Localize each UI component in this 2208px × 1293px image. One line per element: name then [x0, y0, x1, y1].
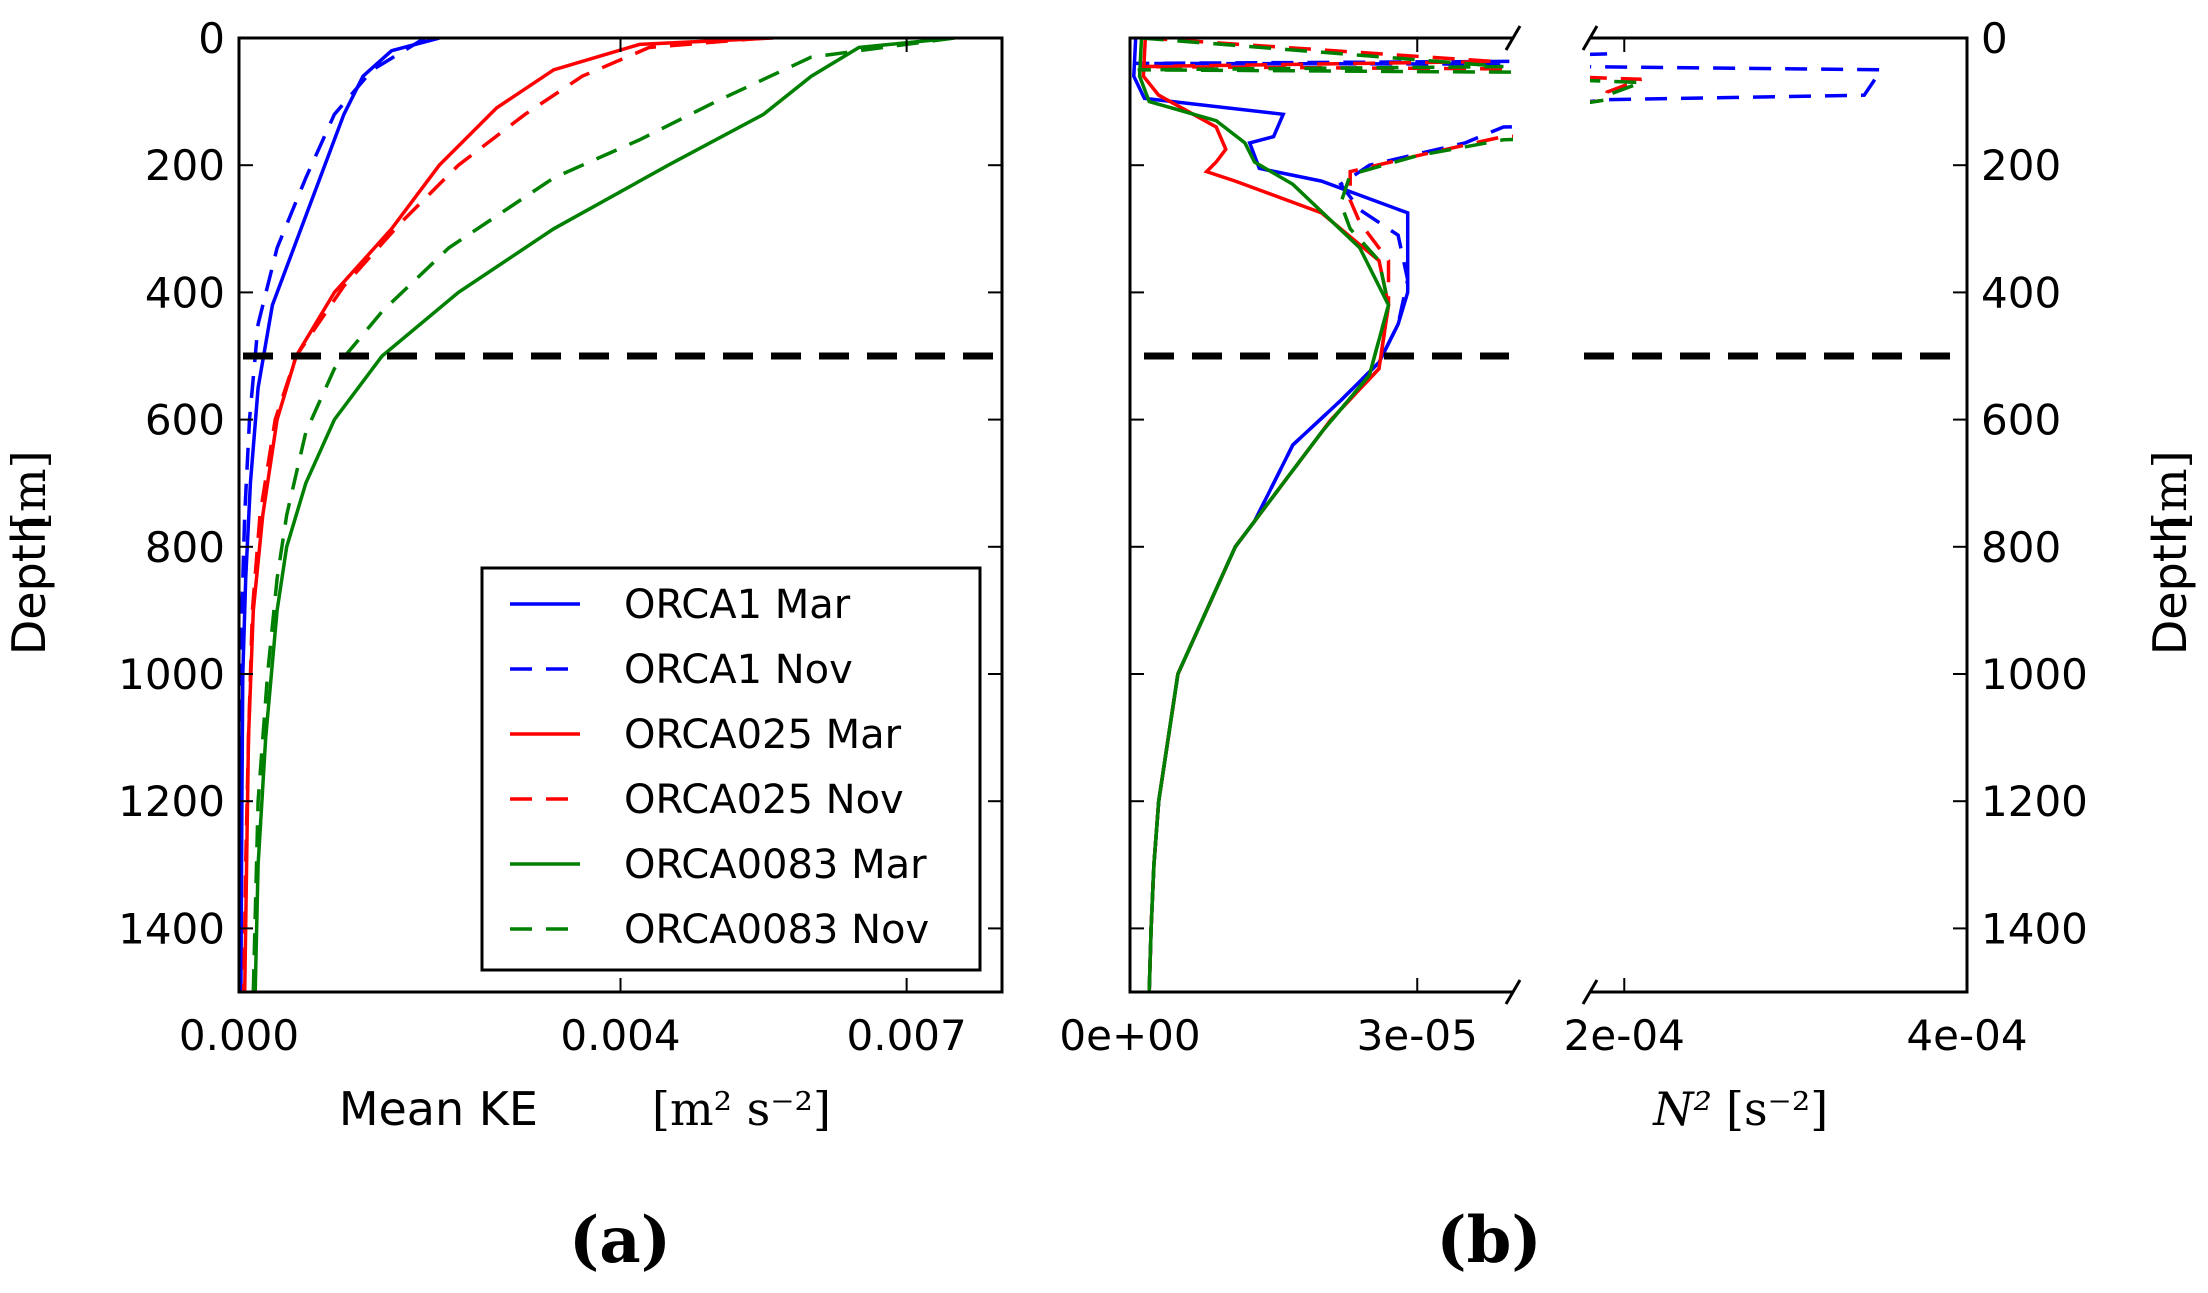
panel-b-ytick-label: 800 [1981, 523, 2061, 572]
panel-a-ylabel-unit: [m] [2, 450, 56, 530]
panel-b-ytick-label: 1400 [1981, 904, 2088, 953]
break-mark-bottom-right [1581, 979, 1599, 1005]
panel-a-legend: ORCA1 Mar ORCA1 Nov ORCA025 Mar ORCA025 Nov… [480, 566, 982, 972]
panel-a-ytick-label: 0 [198, 14, 225, 63]
panel-a-caption: (a) [569, 1203, 671, 1278]
panel-b-ytick-label: 1000 [1981, 650, 2088, 699]
panel-b-ytick-label: 0 [1981, 14, 2008, 63]
axis-break-marks [1504, 25, 1599, 1005]
panel-a-xtick-label: 0.004 [560, 1011, 680, 1060]
panel-b-series-left [1132, 38, 1513, 992]
panel-b-series-right [1590, 52, 1885, 105]
panel-b-ytick-label: 1200 [1981, 777, 2088, 826]
panel-a-series-orca0083-mar [253, 38, 955, 992]
panel-a-ytick-label: 1200 [118, 777, 225, 826]
panel-b-series-orca0083-nov-left [1137, 38, 1513, 992]
legend-label: ORCA0083 Nov [624, 907, 929, 953]
panel-b-caption: (b) [1436, 1203, 1541, 1278]
panel-a-ylabel: Depth [2, 515, 56, 655]
panel-a-ytick-label: 200 [145, 141, 225, 190]
panel-a-ytick-label: 600 [145, 396, 225, 445]
panel-a-series-orca1-nov [239, 38, 426, 992]
legend-label: ORCA1 Mar [624, 582, 851, 628]
panel-a-ytick-label: 800 [145, 523, 225, 572]
panel-b-xtick-label-right: 4e-04 [1906, 1011, 2027, 1060]
panel-b-ytick-label: 600 [1981, 396, 2061, 445]
panel-b-series-orca0083-nov-right [1590, 78, 1643, 105]
panel-a-chart: 0 200 400 600 800 1000 1200 1400 0.000 0.004 0.007… [2, 14, 1004, 1136]
legend-label: ORCA0083 Mar [624, 842, 927, 888]
panel-b-xtick-label-left: 3e-05 [1357, 1011, 1478, 1060]
panel-b-ylabel: Depth [2143, 515, 2197, 655]
break-mark-top-right [1581, 25, 1599, 51]
panel-b-ticks: 0 200 400 600 800 1000 1200 1400 0e+00 3e-05 2e-04… [1059, 14, 2087, 1060]
panel-a-ytick-label: 400 [145, 268, 225, 317]
panel-b-ytick-label: 400 [1981, 268, 2061, 317]
panel-b-ytick-label: 200 [1981, 141, 2061, 190]
legend-frame [480, 566, 982, 972]
legend-items: ORCA1 Mar ORCA1 Nov ORCA025 Mar ORCA025 Nov… [510, 582, 929, 953]
panel-b-ylabel-unit: [m] [2143, 450, 2197, 530]
panel-b-series-orca1-mar-left [1132, 38, 1410, 992]
legend-label: ORCA025 Mar [624, 712, 902, 758]
panel-a-xlabel: Mean KE [339, 1082, 538, 1136]
panel-a-series-orca025-nov [242, 38, 764, 992]
panel-b-xtick-label-left: 0e+00 [1059, 1011, 1200, 1060]
panel-a-xtick-label: 0.007 [847, 1011, 967, 1060]
panel-b-chart: 0 200 400 600 800 1000 1200 1400 0e+00 3e-05 2e-04… [1059, 14, 2197, 1136]
panel-a-series-orca1-mar [239, 38, 440, 992]
panel-b-series-orca1-nov-right [1590, 52, 1885, 104]
legend-label: ORCA1 Nov [624, 647, 853, 693]
break-mark-bottom-left [1504, 979, 1522, 1005]
panel-b-right-axes-frame [1590, 36, 1969, 994]
break-mark-top-left [1504, 25, 1522, 51]
panel-a-ytick-label: 1400 [118, 904, 225, 953]
panel-b-series-orca025-nov-right [1590, 75, 1643, 104]
panel-a-xtick-label: 0.000 [179, 1011, 299, 1060]
panel-b-left-axes-frame [1128, 36, 1513, 994]
panel-a-xlabel-unit: [m² s⁻²] [652, 1082, 831, 1136]
panel-b-xlabel: N² [1652, 1082, 1712, 1136]
panel-a-ticks: 0 200 400 600 800 1000 1200 1400 0.000 0.004 0.007 [118, 14, 1002, 1060]
legend-label: ORCA025 Nov [624, 777, 904, 823]
panel-a-series-orca0083-nov [251, 38, 955, 992]
panel-a-ytick-label: 1000 [118, 650, 225, 699]
panel-b-xlabel-unit: [s⁻²] [1726, 1082, 1828, 1136]
panel-b-xtick-label-right: 2e-04 [1564, 1011, 1685, 1060]
